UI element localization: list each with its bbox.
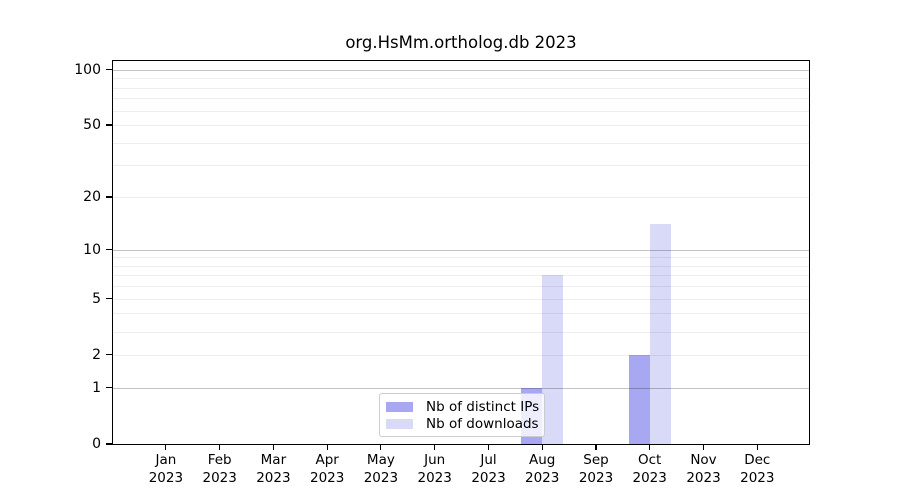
bars-layer (113, 61, 809, 444)
y-tick-mark (106, 69, 112, 71)
legend: Nb of distinct IPs Nb of downloads (379, 393, 545, 437)
gridline-minor (113, 197, 809, 198)
x-tick-label: Jan 2023 (148, 452, 184, 486)
y-tick-mark (106, 354, 112, 356)
y-tick-mark (106, 443, 112, 445)
x-tick-mark (219, 445, 221, 450)
x-tick-label: Nov 2023 (686, 452, 721, 486)
gridline-minor (113, 298, 809, 300)
gridline-major (113, 249, 809, 251)
plot-area: Nb of distinct IPs Nb of downloads 0 1 2 5 1… (74, 60, 810, 486)
x-tick-mark (165, 445, 167, 450)
gridline-minor (113, 354, 809, 356)
gridline-minor (113, 142, 809, 144)
x-tick-label: Mar 2023 (256, 452, 291, 486)
gridline-minor (113, 98, 809, 100)
x-tick-label: Jul 2023 (471, 452, 506, 486)
x-tick-mark (487, 445, 490, 450)
y-tick-label: 5 (92, 290, 101, 307)
gridline-minor (113, 313, 809, 315)
legend-item-distinct-ips: Nb of distinct IPs (386, 398, 540, 415)
y-tick-mark (106, 248, 112, 251)
legend-item-downloads: Nb of downloads (386, 415, 539, 432)
x-tick-label: Aug 2023 (525, 452, 560, 486)
gridline-minor (113, 286, 809, 288)
x-tick-label: May 2023 (363, 452, 399, 486)
legend-label-downloads: Nb of downloads (426, 415, 539, 432)
x-tick-label: Jun 2023 (417, 452, 452, 486)
x-tick-mark (326, 445, 328, 450)
y-tick-label: 1 (92, 379, 101, 396)
y-tick-label: 100 (74, 61, 101, 78)
gridline-minor (113, 265, 809, 267)
y-tick-label: 10 (83, 241, 101, 258)
y-tick-mark (106, 387, 112, 389)
x-tick-mark (272, 445, 274, 450)
x-tick-label: Dec 2023 (740, 452, 775, 486)
x-tick-label: Feb 2023 (202, 452, 237, 486)
gridline-minor (113, 331, 809, 333)
gridline-minor (113, 125, 809, 126)
bar-distinct-ips (628, 354, 650, 444)
legend-swatch-downloads (386, 418, 413, 429)
x-tick-label: Oct 2023 (632, 452, 667, 486)
y-tick-mark (106, 124, 112, 126)
legend-swatch-distinct-ips (386, 401, 413, 412)
gridline-minor (113, 275, 809, 277)
y-tick-mark (106, 298, 112, 300)
gridline-minor (113, 87, 809, 89)
y-tick-label: 0 (92, 436, 101, 452)
bar-downloads (542, 275, 564, 444)
grid-layer (113, 61, 809, 444)
chart-title: org.HsMm.ortholog.db 2023 (345, 33, 577, 52)
gridline-minor (113, 110, 809, 112)
y-tick-mark (106, 196, 112, 198)
x-tick-label: Sep 2023 (578, 452, 614, 486)
gridline-major (113, 387, 809, 389)
bar-downloads (649, 224, 671, 444)
x-tick-mark (380, 445, 382, 450)
x-tick-mark (541, 445, 543, 450)
x-tick-mark (756, 445, 758, 450)
legend-label-distinct-ips: Nb of distinct IPs (426, 398, 540, 415)
gridline-minor (113, 257, 809, 259)
gridline-major (113, 69, 809, 71)
x-tick-mark (434, 445, 436, 450)
x-tick-mark (649, 445, 651, 450)
y-tick-label: 50 (83, 117, 101, 133)
y-tick-label: 20 (83, 189, 101, 205)
gridline-minor (113, 78, 809, 80)
x-tick-label: Apr 2023 (310, 452, 345, 486)
y-tick-label: 2 (92, 346, 101, 363)
gridline-minor (113, 165, 809, 167)
x-tick-mark (595, 445, 597, 450)
x-tick-mark (702, 445, 705, 450)
